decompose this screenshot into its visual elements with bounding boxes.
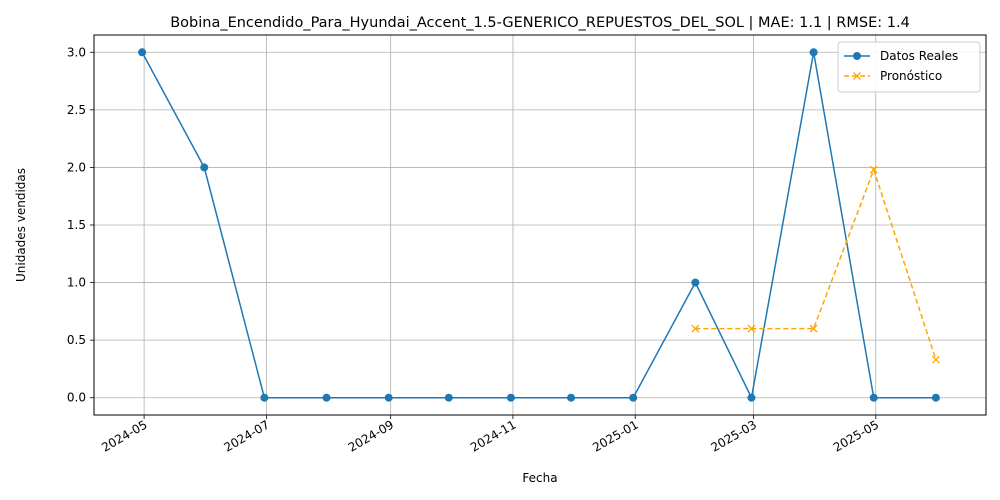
data-point [384, 393, 393, 402]
x-tick-label: 2025-05 [831, 417, 881, 454]
y-tick-label: 0.5 [67, 333, 86, 347]
data-point [444, 393, 453, 402]
data-point [931, 393, 940, 402]
series-line [141, 51, 936, 401]
y-tick-label: 1.5 [67, 218, 86, 232]
x-tick-label: 2024-05 [99, 417, 149, 454]
x-tick-label: 2024-07 [221, 417, 271, 454]
legend-marker [853, 52, 861, 60]
x-marker-stroke [809, 324, 818, 333]
x-axis-label: Fecha [522, 471, 557, 485]
series-layer [138, 48, 940, 402]
legend-item: Datos Reales [844, 49, 958, 63]
data-point [809, 324, 818, 333]
data-point [869, 393, 878, 402]
data-point [567, 393, 576, 402]
data-point [200, 163, 209, 172]
data-point [809, 48, 818, 57]
legend-marker [853, 72, 861, 80]
data-point [629, 393, 638, 402]
x-marker-stroke [931, 355, 940, 364]
x-tick-label: 2024-09 [346, 417, 396, 454]
legend-label: Pronóstico [880, 69, 942, 83]
legend-label: Datos Reales [880, 49, 958, 63]
y-tick-label: 2.5 [67, 103, 86, 117]
x-tick-label: 2025-03 [709, 417, 759, 454]
series-actual [138, 48, 940, 402]
data-point [691, 324, 700, 333]
data-point [322, 393, 331, 402]
ticks: 0.0 0.5 1.0 1.5 2.0 2.5 3.0 2024-05 2024-07 2024-… [67, 45, 881, 454]
legend-box [837, 41, 981, 93]
x-marker-stroke [747, 324, 756, 333]
data-point [931, 355, 940, 364]
legend-item: Pronóstico [844, 69, 942, 83]
data-point [747, 324, 756, 333]
data-point [869, 165, 878, 174]
x-tick-label: 2025-01 [590, 417, 640, 454]
data-point [506, 393, 515, 402]
series-line [695, 167, 937, 360]
y-tick-label: 1.0 [67, 276, 86, 290]
data-point [691, 278, 700, 287]
x-marker-stroke [869, 165, 878, 174]
grid [94, 35, 986, 415]
y-tick-label: 0.0 [67, 391, 86, 405]
data-point [260, 393, 269, 402]
data-point [138, 48, 147, 57]
x-marker-stroke [691, 324, 700, 333]
y-tick-label: 2.0 [67, 160, 86, 174]
series-forecast [691, 165, 940, 364]
y-axis-label: Unidades vendidas [14, 168, 28, 282]
chart-title: Bobina_Encendido_Para_Hyundai_Accent_1.5… [170, 15, 910, 31]
x-tick-label: 2024-11 [468, 417, 518, 454]
y-tick-label: 3.0 [67, 45, 86, 59]
legend: Datos Reales Pronóstico [837, 41, 981, 93]
data-point [747, 393, 756, 402]
